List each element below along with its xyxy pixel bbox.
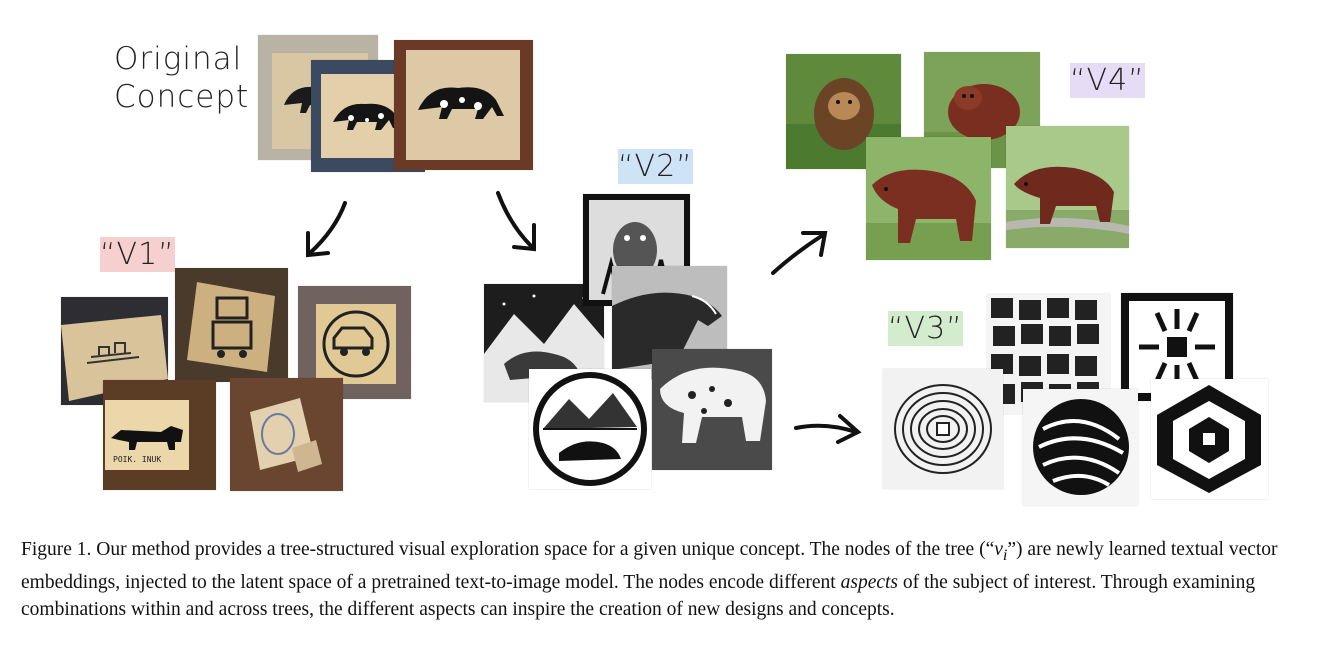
caption-italic-word: aspects bbox=[840, 571, 899, 593]
v3-image-swirl-pattern bbox=[1023, 389, 1138, 506]
figure-caption: Figure 1. Our method provides a tree-str… bbox=[21, 536, 1311, 623]
v2-image-circle-bear bbox=[529, 369, 651, 489]
node-label-v2: “V2” bbox=[618, 149, 693, 184]
caption-math-v: v bbox=[994, 539, 1003, 560]
node-label-v4: “V4” bbox=[1070, 63, 1145, 98]
v1-image-bear-stamp: POIK. INUK bbox=[103, 380, 216, 490]
arrow-to-v1-icon bbox=[306, 201, 347, 258]
caption-math-i: i bbox=[1002, 545, 1008, 564]
v3-image-mandala-pattern bbox=[1151, 379, 1268, 499]
original-concept-label: Original Concept bbox=[114, 40, 249, 116]
v1-image-figure-stamp bbox=[175, 268, 288, 382]
caption-part2: ”) are newly learned textual vector embe… bbox=[21, 539, 1278, 593]
original-label-line1: Original bbox=[114, 41, 243, 77]
v4-image-bear-side-road bbox=[1006, 126, 1129, 248]
arrow-to-v3-icon bbox=[794, 414, 862, 444]
original-photo-3 bbox=[394, 40, 533, 170]
v1-image-sketch-stamp bbox=[230, 378, 343, 491]
caption-part1: Figure 1. Our method provides a tree-str… bbox=[21, 539, 995, 560]
caption-part3: of the subject of interest. Through exam… bbox=[21, 571, 1256, 620]
node-label-v1: “V1” bbox=[100, 237, 175, 272]
original-label-line2: Concept bbox=[114, 79, 250, 115]
node-label-v3: “V3” bbox=[888, 311, 963, 346]
v3-image-radial-lines bbox=[883, 369, 1003, 489]
stamp-text: POIK. INUK bbox=[113, 455, 161, 464]
v2-image-patterned-bear bbox=[652, 349, 772, 470]
arrow-to-v4-icon bbox=[771, 231, 828, 275]
arrow-to-v2-icon bbox=[496, 191, 536, 252]
v4-image-bear-walking-side bbox=[866, 137, 991, 260]
